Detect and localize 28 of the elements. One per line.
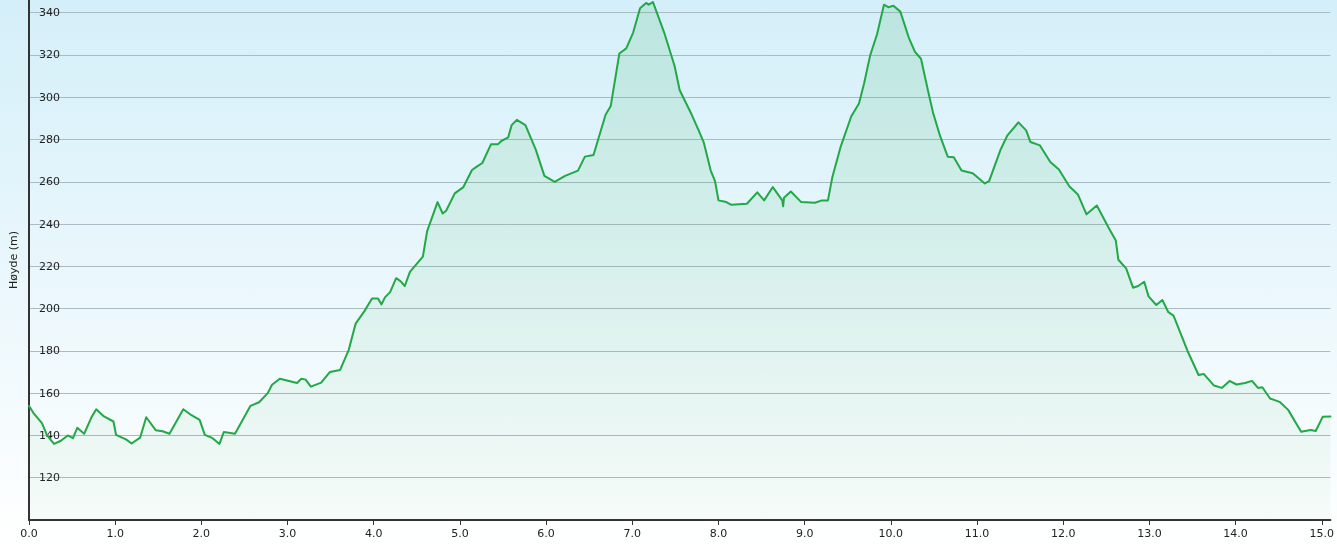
y-tick-label: 180 bbox=[39, 344, 60, 358]
x-tick-label: 9.0 bbox=[795, 527, 814, 540]
y-tick-label: 160 bbox=[39, 386, 60, 400]
x-tick-label: 1.0 bbox=[106, 527, 124, 540]
x-tick-label: 13.0 bbox=[1137, 527, 1162, 540]
x-tick-label: 15.0 bbox=[1309, 527, 1335, 540]
y-tick-label: 220 bbox=[39, 259, 60, 273]
x-tick-label: 12.0 bbox=[1050, 527, 1076, 540]
x-tick-label: 7.0 bbox=[623, 527, 642, 540]
y-tick-label: 200 bbox=[39, 302, 60, 316]
y-tick-label: 260 bbox=[39, 175, 60, 189]
x-tick-label: 5.0 bbox=[451, 527, 469, 540]
x-tick-label: 2.0 bbox=[192, 527, 211, 540]
x-tick-label: 14.0 bbox=[1223, 527, 1248, 540]
x-tick-label: 4.0 bbox=[364, 527, 383, 540]
x-tick-label: 8.0 bbox=[709, 527, 728, 540]
y-tick-label: 300 bbox=[39, 90, 60, 104]
x-tick-label: 11.0 bbox=[964, 527, 990, 540]
y-tick-label: 280 bbox=[39, 133, 60, 147]
x-tick-label: 3.0 bbox=[278, 527, 297, 540]
y-axis-title: Høyde (m) bbox=[7, 230, 20, 290]
y-tick-label: 240 bbox=[39, 217, 60, 231]
y-tick-label: 320 bbox=[39, 48, 60, 62]
x-tick-label: 0.0 bbox=[20, 527, 38, 540]
x-tick-label: 6.0 bbox=[537, 527, 555, 540]
y-tick-label: 340 bbox=[39, 6, 60, 20]
x-tick-label: 10.0 bbox=[878, 527, 904, 540]
y-tick-label: 120 bbox=[39, 471, 60, 485]
